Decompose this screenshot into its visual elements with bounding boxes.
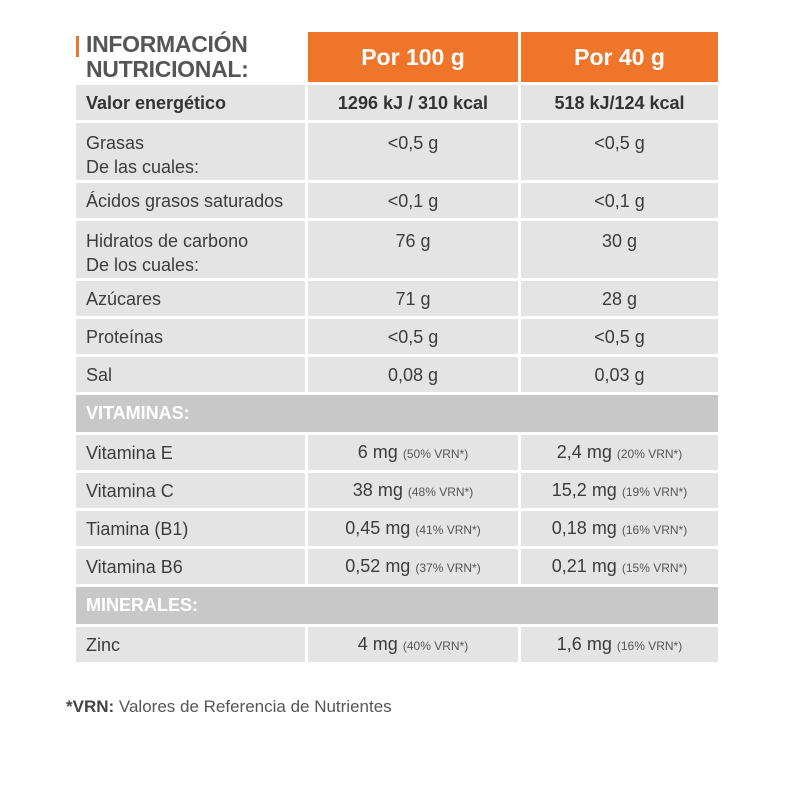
- row-label-main: Grasas: [86, 133, 145, 153]
- table-title: INFORMACIÓN NUTRICIONAL:: [76, 32, 305, 82]
- amount: 0,21 mg: [551, 555, 617, 576]
- table-row: Vitamina E 6 mg (50% VRN*) 2,4 mg (20% V…: [76, 432, 718, 470]
- vrn-percent: (16% VRN*): [616, 638, 683, 653]
- vrn-percent: (40% VRN*): [402, 638, 469, 653]
- footnote: *VRN: Valores de Referencia de Nutriente…: [66, 697, 392, 717]
- title-line-1: INFORMACIÓN: [86, 31, 248, 57]
- row-label: Vitamina C: [76, 470, 305, 508]
- value-per-40g: 1,6 mg (16% VRN*): [518, 624, 718, 662]
- value-per-40g: 518 kJ/124 kcal: [518, 82, 718, 120]
- amount: 0,52 mg: [345, 555, 411, 576]
- row-label-sub: De las cuales:: [86, 157, 200, 177]
- row-label: Sal: [76, 354, 305, 392]
- row-label: Vitamina B6: [76, 546, 305, 584]
- table-row: Vitamina C 38 mg (48% VRN*) 15,2 mg (19%…: [76, 470, 718, 508]
- table-row: Valor energético 1296 kJ / 310 kcal 518 …: [76, 82, 718, 120]
- value-per-40g: 30 g: [518, 218, 718, 278]
- value-per-40g: <0,5 g: [518, 316, 718, 354]
- amount: 0,18 mg: [551, 517, 617, 538]
- section-title-vitamins: VITAMINAS:: [76, 392, 718, 432]
- value-per-100g: 4 mg (40% VRN*): [305, 624, 518, 662]
- value-per-40g: 15,2 mg (19% VRN*): [518, 470, 718, 508]
- value-per-100g: <0,5 g: [305, 316, 518, 354]
- vrn-percent: (50% VRN*): [402, 446, 469, 461]
- title-accent-bar: [76, 36, 79, 57]
- value-per-100g: 1296 kJ / 310 kcal: [305, 82, 518, 120]
- table-row: Sal 0,08 g 0,03 g: [76, 354, 718, 392]
- nutrition-table: INFORMACIÓN NUTRICIONAL: Por 100 g Por 4…: [76, 32, 718, 662]
- section-minerals: MINERALES:: [76, 584, 718, 624]
- table-row: Hidratos de carbono De los cuales: 76 g …: [76, 218, 718, 278]
- vrn-percent: (41% VRN*): [415, 522, 481, 537]
- value-per-40g: <0,1 g: [518, 180, 718, 218]
- value-per-100g: 38 mg (48% VRN*): [305, 470, 518, 508]
- value-per-100g: 76 g: [305, 218, 518, 278]
- value-per-100g: 71 g: [305, 278, 518, 316]
- row-label: Zinc: [76, 624, 305, 662]
- table-row: Tiamina (B1) 0,45 mg (41% VRN*) 0,18 mg …: [76, 508, 718, 546]
- row-label: Azúcares: [76, 278, 305, 316]
- table-row: Proteínas <0,5 g <0,5 g: [76, 316, 718, 354]
- row-label-main: Hidratos de carbono: [86, 231, 249, 251]
- value-per-40g: <0,5 g: [518, 120, 718, 180]
- value-per-100g: 6 mg (50% VRN*): [305, 432, 518, 470]
- amount: 0,45 mg: [345, 517, 411, 538]
- row-label: Grasas De las cuales:: [76, 120, 305, 180]
- vrn-percent: (15% VRN*): [621, 560, 688, 575]
- vrn-percent: (19% VRN*): [621, 484, 688, 499]
- value-per-100g: 0,08 g: [305, 354, 518, 392]
- value-per-40g: 0,18 mg (16% VRN*): [518, 508, 718, 546]
- value-per-40g: 0,03 g: [518, 354, 718, 392]
- section-title-minerals: MINERALES:: [76, 584, 718, 624]
- table-row: Grasas De las cuales: <0,5 g <0,5 g: [76, 120, 718, 180]
- row-label: Vitamina E: [76, 432, 305, 470]
- vrn-percent: (48% VRN*): [407, 484, 474, 499]
- value-per-100g: <0,5 g: [305, 120, 518, 180]
- header-per-40g: Por 40 g: [518, 32, 718, 82]
- value-per-100g: 0,45 mg (41% VRN*): [305, 508, 518, 546]
- row-label: Tiamina (B1): [76, 508, 305, 546]
- row-label: Ácidos grasos saturados: [76, 180, 305, 218]
- value-per-100g: 0,52 mg (37% VRN*): [305, 546, 518, 584]
- table-row: Azúcares 71 g 28 g: [76, 278, 718, 316]
- value-per-40g: 28 g: [518, 278, 718, 316]
- value-per-40g: 2,4 mg (20% VRN*): [518, 432, 718, 470]
- amount: 15,2 mg: [551, 479, 617, 500]
- title-line-2: NUTRICIONAL:: [86, 56, 249, 82]
- amount: 2,4 mg: [556, 441, 612, 462]
- row-label: Proteínas: [76, 316, 305, 354]
- row-label: Hidratos de carbono De los cuales:: [76, 218, 305, 278]
- amount: 4 mg: [357, 633, 398, 654]
- header-per-100g: Por 100 g: [305, 32, 518, 82]
- section-vitamins: VITAMINAS:: [76, 392, 718, 432]
- value-per-40g: 0,21 mg (15% VRN*): [518, 546, 718, 584]
- amount: 38 mg: [352, 479, 403, 500]
- vrn-percent: (16% VRN*): [621, 522, 688, 537]
- vrn-percent: (20% VRN*): [616, 446, 683, 461]
- footnote-key: *VRN:: [66, 697, 115, 716]
- amount: 6 mg: [357, 441, 398, 462]
- row-label: Valor energético: [76, 82, 305, 120]
- table-row: Zinc 4 mg (40% VRN*) 1,6 mg (16% VRN*): [76, 624, 718, 662]
- table-row: Vitamina B6 0,52 mg (37% VRN*) 0,21 mg (…: [76, 546, 718, 584]
- value-per-100g: <0,1 g: [305, 180, 518, 218]
- footnote-text: Valores de Referencia de Nutrientes: [114, 697, 392, 716]
- amount: 1,6 mg: [556, 633, 612, 654]
- vrn-percent: (37% VRN*): [415, 560, 481, 575]
- table-row: Ácidos grasos saturados <0,1 g <0,1 g: [76, 180, 718, 218]
- row-label-sub: De los cuales:: [86, 255, 200, 275]
